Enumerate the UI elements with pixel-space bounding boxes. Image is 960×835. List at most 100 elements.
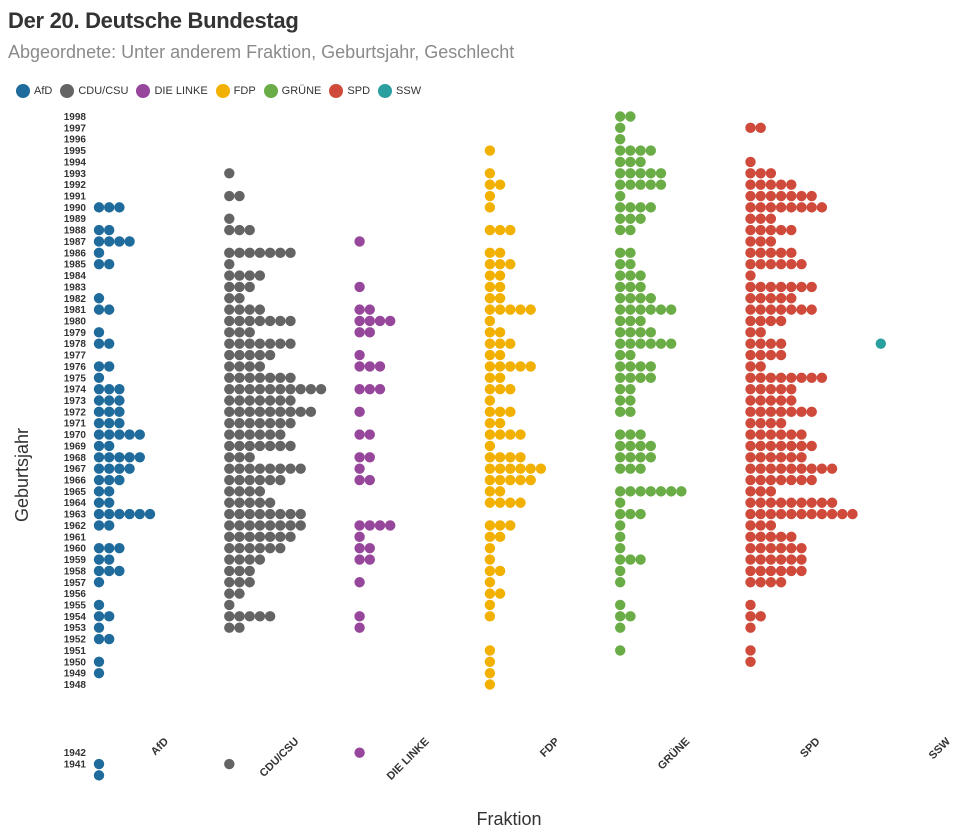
dot-afd-1966[interactable] (114, 474, 125, 486)
dot-fdp-1983[interactable] (494, 281, 506, 293)
dot-die-linke-1972[interactable] (354, 406, 365, 418)
dot-cdu-csu-1959[interactable] (224, 554, 235, 565)
dot-gr-ne-1984[interactable] (635, 270, 646, 281)
dot-die-linke-1970[interactable] (354, 429, 365, 440)
dot-fdp-1961[interactable] (494, 531, 506, 543)
dot-cdu-csu-1991[interactable] (224, 190, 235, 202)
dot-afd-1971[interactable] (93, 418, 105, 429)
dot-afd-1973[interactable] (104, 395, 115, 406)
dot-fdp-1978[interactable] (494, 338, 506, 349)
dot-cdu-csu-1978[interactable] (264, 338, 276, 349)
dot-spd-1972[interactable] (786, 406, 797, 418)
dot-spd-1991[interactable] (796, 190, 807, 202)
dot-cdu-csu-1960[interactable] (264, 542, 276, 554)
dot-spd-1975[interactable] (796, 372, 807, 383)
dot-afd-1987[interactable] (114, 236, 125, 247)
dot-gr-ne-1993[interactable] (625, 168, 636, 179)
dot-fdp-1966[interactable] (494, 474, 506, 486)
dot-gr-ne-1988[interactable] (625, 224, 636, 236)
dot-cdu-csu-1965[interactable] (234, 486, 245, 497)
dot-afd-1968[interactable] (104, 452, 115, 463)
dot-afd-1987[interactable] (93, 236, 105, 247)
dot-afd-1954[interactable] (104, 611, 115, 622)
dot-cdu-csu-1972[interactable] (285, 406, 296, 418)
dot-afd-1985[interactable] (104, 258, 115, 270)
dot-afd-1970[interactable] (93, 429, 105, 440)
dot-cdu-csu-1963[interactable] (275, 508, 286, 520)
dot-die-linke-1957[interactable] (354, 577, 365, 588)
dot-cdu-csu-1963[interactable] (224, 508, 235, 520)
dot-afd-1964[interactable] (93, 497, 105, 508)
dot-fdp-1954[interactable] (484, 611, 496, 622)
dot-afd-1970[interactable] (124, 429, 135, 440)
dot-cdu-csu-1971[interactable] (285, 418, 296, 429)
dot-spd-1963[interactable] (806, 508, 817, 520)
dot-spd-1977[interactable] (765, 349, 777, 361)
dot-gr-ne-1977[interactable] (615, 349, 626, 361)
dot-cdu-csu-1984[interactable] (254, 270, 266, 281)
legend-item-fdp[interactable]: FDP (215, 84, 256, 98)
dot-fdp-1970[interactable] (505, 429, 516, 440)
dot-die-linke-1967[interactable] (354, 463, 365, 474)
dot-cdu-csu-1961[interactable] (254, 531, 266, 543)
dot-cdu-csu-1988[interactable] (224, 224, 235, 236)
dot-spd-1963[interactable] (775, 508, 787, 520)
dot-die-linke-1970[interactable] (364, 429, 375, 440)
dot-cdu-csu-1975[interactable] (244, 372, 255, 383)
dot-cdu-csu-1963[interactable] (254, 508, 266, 520)
dot-gr-ne-1967[interactable] (615, 463, 626, 474)
dot-fdp-1975[interactable] (494, 372, 506, 383)
dot-cdu-csu-1973[interactable] (264, 395, 276, 406)
dot-gr-ne-1983[interactable] (635, 281, 646, 293)
dot-gr-ne-1963[interactable] (635, 508, 646, 520)
dot-cdu-csu-1986[interactable] (234, 247, 245, 259)
dot-cdu-csu-1954[interactable] (234, 611, 245, 622)
dot-cdu-csu-1969[interactable] (254, 440, 266, 452)
dot-gr-ne-1996[interactable] (615, 134, 626, 145)
dot-spd-1981[interactable] (775, 304, 787, 315)
dot-cdu-csu-1962[interactable] (285, 520, 296, 531)
dot-cdu-csu-1971[interactable] (224, 418, 235, 429)
dot-fdp-1964[interactable] (505, 497, 516, 508)
dot-spd-1980[interactable] (765, 315, 777, 327)
dot-gr-ne-1989[interactable] (615, 213, 626, 224)
dot-cdu-csu-1971[interactable] (264, 418, 276, 429)
dot-gr-ne-1958[interactable] (615, 565, 626, 577)
dot-fdp-1966[interactable] (515, 474, 526, 486)
dot-spd-1958[interactable] (786, 565, 797, 577)
dot-fdp-1951[interactable] (484, 645, 496, 656)
dot-spd-1974[interactable] (745, 383, 756, 395)
dot-spd-1977[interactable] (745, 349, 756, 361)
dot-fdp-1966[interactable] (484, 474, 496, 486)
dot-afd-1982[interactable] (93, 293, 105, 304)
dot-spd-1989[interactable] (765, 213, 777, 224)
dot-die-linke-1962[interactable] (364, 520, 375, 531)
dot-die-linke-1980[interactable] (374, 315, 386, 327)
dot-cdu-csu-1957[interactable] (224, 577, 235, 588)
dot-cdu-csu-1986[interactable] (254, 247, 266, 259)
dot-die-linke-1960[interactable] (364, 542, 375, 554)
dot-spd-1972[interactable] (806, 406, 817, 418)
dot-spd-1963[interactable] (847, 508, 858, 520)
dot-fdp-1982[interactable] (494, 293, 506, 304)
dot-die-linke-1974[interactable] (364, 383, 375, 395)
dot-spd-1989[interactable] (755, 213, 766, 224)
dot-spd-1983[interactable] (786, 281, 797, 293)
dot-gr-ne-1960[interactable] (615, 542, 626, 554)
dot-spd-1968[interactable] (765, 452, 777, 463)
dot-spd-1951[interactable] (745, 645, 756, 656)
dot-spd-1982[interactable] (775, 293, 787, 304)
dot-spd-1991[interactable] (745, 190, 756, 202)
dot-spd-1971[interactable] (765, 418, 777, 429)
dot-cdu-csu-1974[interactable] (234, 383, 245, 395)
dot-cdu-csu-1980[interactable] (264, 315, 276, 327)
dot-afd-1990[interactable] (104, 202, 115, 213)
dot-cdu-csu-1965[interactable] (254, 486, 266, 497)
dot-spd-1972[interactable] (745, 406, 756, 418)
dot-spd-1970[interactable] (775, 429, 787, 440)
dot-spd-1981[interactable] (796, 304, 807, 315)
dot-afd-1967[interactable] (114, 463, 125, 474)
dot-cdu-csu-1959[interactable] (244, 554, 255, 565)
dot-spd-1985[interactable] (786, 258, 797, 270)
dot-gr-ne-1986[interactable] (625, 247, 636, 259)
